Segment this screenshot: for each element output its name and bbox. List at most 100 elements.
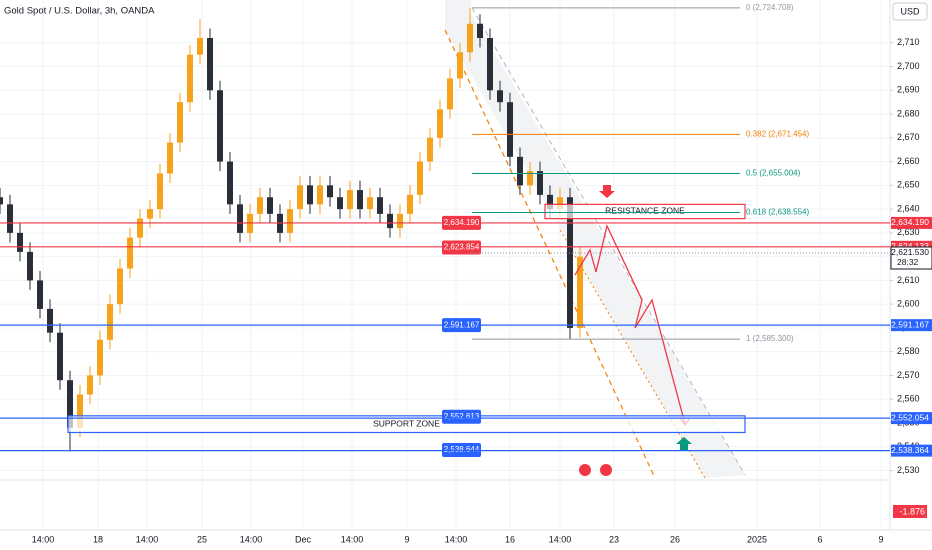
candle-body: [427, 137, 433, 162]
candle-body: [87, 375, 93, 395]
fib-label: 0 (2,724.708): [746, 3, 794, 12]
candle-body: [257, 197, 263, 214]
up-arrow: [676, 437, 692, 450]
candle-body: [437, 109, 443, 138]
x-tick-label: 2025: [747, 534, 767, 544]
price-badge-label: 2,624.133: [891, 241, 929, 251]
candle-body: [337, 197, 343, 210]
candle-body: [397, 213, 403, 229]
candle-body: [107, 304, 113, 340]
candle-body: [77, 394, 83, 428]
candle-body: [537, 171, 543, 195]
level-badge: [442, 240, 481, 255]
down-arrow: [599, 185, 615, 198]
candle-body: [467, 23, 473, 53]
x-tick-label: 25: [197, 534, 207, 544]
fib-label: 0.382 (2,671.454): [746, 129, 809, 138]
y-tick-label: 2,570: [897, 370, 920, 380]
candle-body: [267, 197, 273, 214]
candle-body: [37, 280, 43, 309]
price-badge-label: 2,591.167: [891, 319, 929, 329]
x-tick-label: 16: [505, 534, 515, 544]
level-badge-label: 2,552.613: [444, 412, 480, 421]
zone: [67, 415, 746, 434]
x-tick-label: 9: [404, 534, 409, 544]
fib-label: 1 (2,585.300): [746, 334, 794, 343]
candle-body: [217, 90, 223, 162]
macd-badge: [893, 505, 927, 518]
zone: [544, 203, 746, 220]
y-tick-label: 2,650: [897, 180, 920, 190]
event-icon: [579, 464, 591, 476]
candle-body: [347, 190, 353, 210]
level-badge-label: 2,623.854: [444, 243, 480, 252]
candle-body: [487, 38, 493, 91]
candle-body: [117, 268, 123, 305]
candle-body: [147, 209, 153, 219]
currency-label[interactable]: USD: [900, 6, 920, 16]
candle-body: [157, 173, 163, 210]
candle-body: [137, 218, 143, 238]
current-price-label: 2,621.530: [891, 247, 929, 257]
candle-body: [377, 197, 383, 214]
price-badge: [891, 444, 932, 457]
candle-body: [7, 204, 13, 233]
candle-body: [227, 161, 233, 205]
y-tick-label: 2,670: [897, 132, 920, 142]
currency-button[interactable]: [892, 2, 928, 21]
x-tick-label: 14:00: [341, 534, 364, 544]
y-tick-label: 2,640: [897, 203, 920, 213]
candle-body: [367, 197, 373, 210]
x-tick-label: 6: [817, 534, 822, 544]
level-badge-label: 2,538.644: [444, 445, 480, 454]
candle-body: [197, 38, 203, 55]
y-tick-label: 2,690: [897, 85, 920, 95]
y-tick-label: 2,680: [897, 108, 920, 118]
candle-body: [297, 185, 303, 210]
event-icon: [600, 464, 612, 476]
level-badge: [442, 318, 481, 333]
channel-upper-shadow: [471, 7, 746, 476]
candle-body: [557, 197, 563, 210]
candle-body: [497, 90, 503, 103]
level-badge-label: 2,634.190: [444, 218, 480, 227]
candle-body: [67, 380, 73, 428]
candle-body: [57, 332, 63, 381]
x-tick-label: 23: [609, 534, 619, 544]
price-badge: [891, 412, 932, 425]
candle-body: [207, 38, 213, 91]
candle-body: [417, 161, 423, 195]
countdown-label: 28:32: [897, 257, 919, 267]
candle-body: [507, 102, 513, 157]
candle-body: [447, 78, 453, 110]
candle-body: [457, 52, 463, 79]
y-tick-label: 2,580: [897, 346, 920, 356]
candle-body: [517, 156, 523, 186]
x-tick-label: 14:00: [445, 534, 468, 544]
zone-label: SUPPORT ZONE: [373, 418, 440, 428]
candle-body: [547, 194, 553, 210]
candle-body: [27, 251, 33, 281]
price-badge-label: 2,634.190: [891, 217, 929, 227]
y-tick-label: 2,530: [897, 465, 920, 475]
x-tick-label: 14:00: [549, 534, 572, 544]
macd-value: -1.876: [899, 506, 925, 516]
level-badge: [442, 409, 481, 424]
zone-label: RESISTANCE ZONE: [605, 206, 685, 216]
price-badge-label: 2,552.054: [891, 412, 929, 422]
x-tick-label: 14:00: [240, 534, 263, 544]
y-tick-label: 2,610: [897, 275, 920, 285]
price-badge-label: 2,538.364: [891, 445, 929, 455]
y-tick-label: 2,700: [897, 61, 920, 71]
candle-body: [127, 237, 133, 269]
y-tick-label: 2,630: [897, 227, 920, 237]
candle-body: [527, 171, 533, 186]
y-tick-label: 2,560: [897, 394, 920, 404]
fib-label: 0.618 (2,638.554): [746, 208, 809, 217]
channel-shade: [445, 0, 745, 478]
candle-body: [567, 197, 573, 328]
x-tick-label: Dec: [295, 534, 312, 544]
price-badge: [891, 216, 932, 229]
x-tick-label: 14:00: [136, 534, 159, 544]
